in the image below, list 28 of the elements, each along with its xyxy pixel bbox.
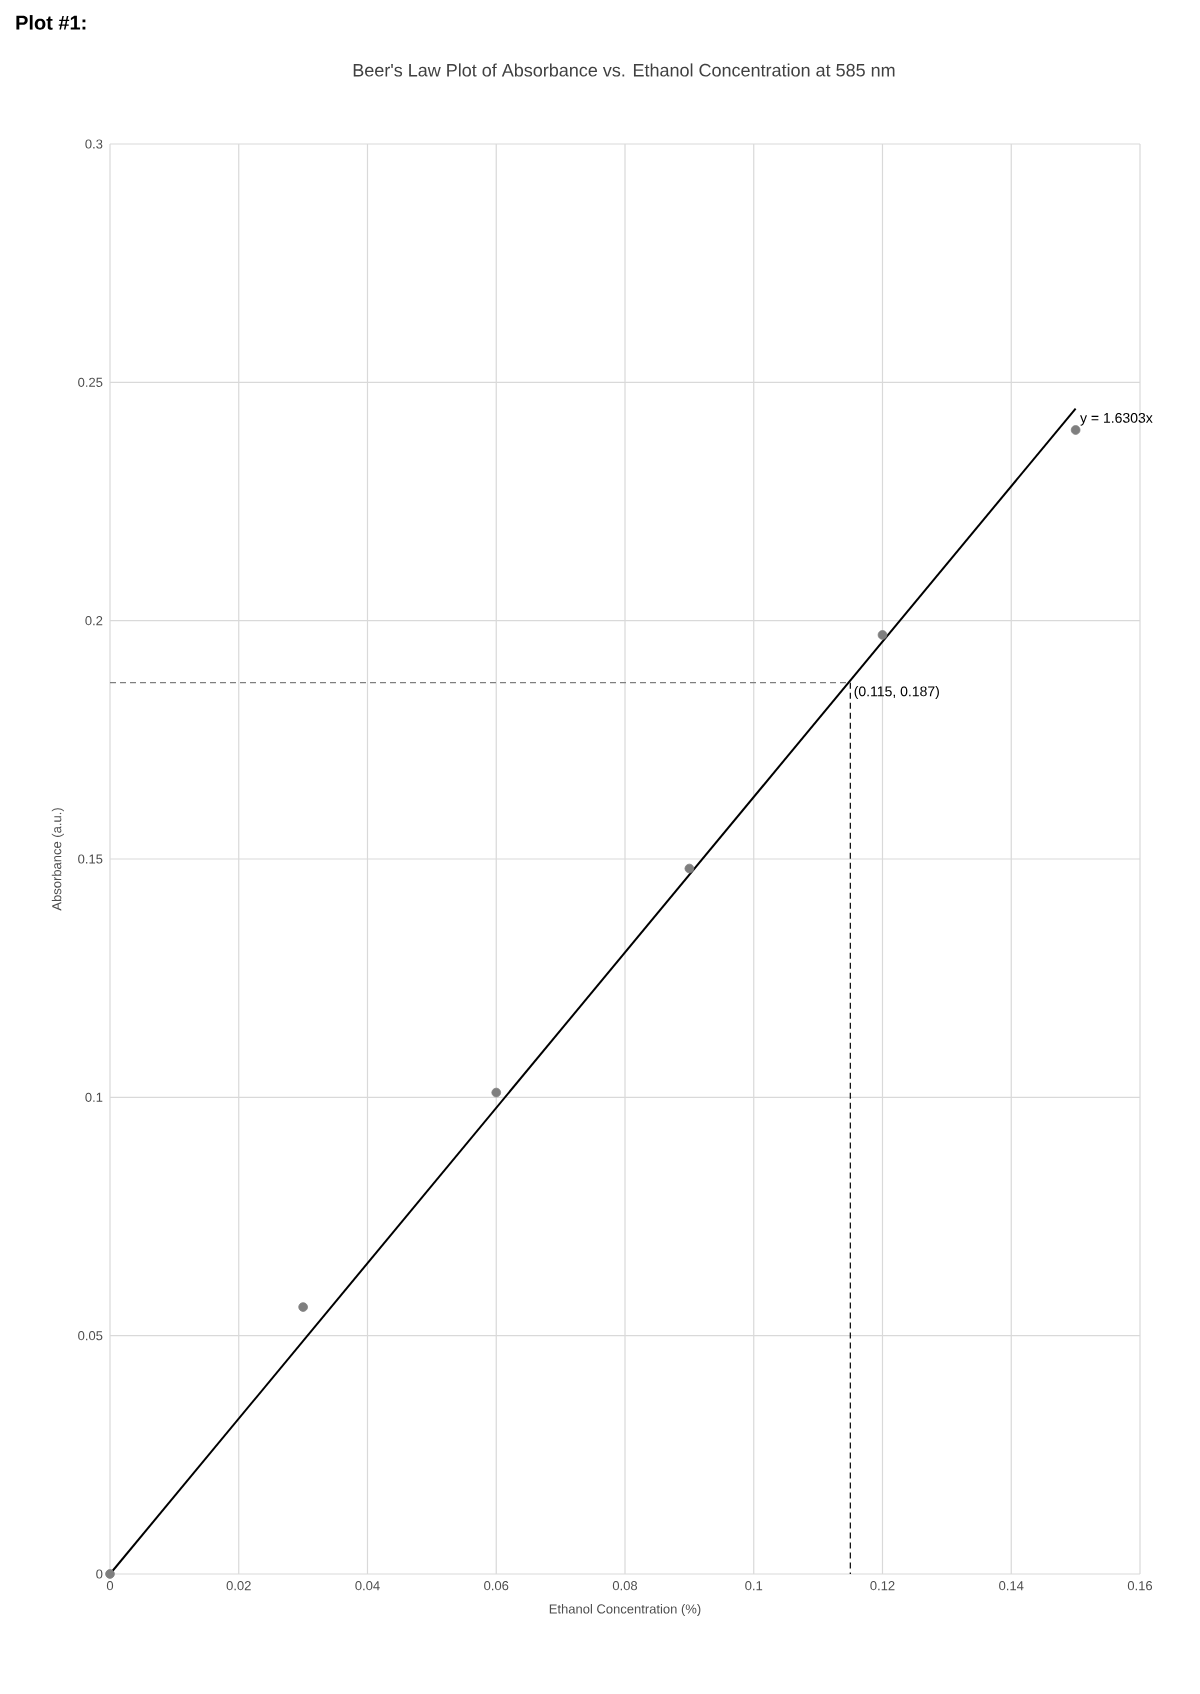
y-tick-label: 0.05 [78, 1331, 103, 1341]
annotation: y = 1.6303x [1080, 412, 1153, 426]
x-tick-label: 0.14 [999, 1581, 1024, 1591]
point [105, 1569, 115, 1579]
x-tick-label: 0.08 [612, 1581, 638, 1591]
point [877, 630, 888, 640]
y-axis-title: Absorbance (a.u.) [51, 808, 64, 911]
x-tick-label: 0 [106, 1581, 114, 1591]
point [1070, 425, 1081, 435]
chart-title: Beer's Law Plot of Absorbance vs. Ethanol Concentration at 585 nm [353, 63, 895, 77]
point [298, 1302, 308, 1312]
y-tick-label: 0.15 [78, 854, 103, 864]
x-axis-title: Ethanol Concentration (%) [549, 1604, 701, 1617]
y-tick-label: 0.3 [85, 139, 103, 149]
annotation: (0.115, 0.187) [854, 686, 939, 700]
x-tick-label: 0.02 [226, 1581, 251, 1591]
x-tick-label: 0.12 [870, 1581, 895, 1591]
point [684, 863, 695, 874]
y-tick-label: 0.1 [85, 1092, 103, 1102]
x-tick-label: 0.1 [745, 1581, 763, 1591]
y-tick-label: 0 [96, 1569, 103, 1579]
x-tick-label: 0.06 [484, 1581, 509, 1591]
y-tick-label: 0.25 [78, 377, 103, 387]
text: Plot #1: [16, 15, 86, 30]
x-tick-label: 0.04 [355, 1581, 380, 1591]
point [491, 1087, 502, 1098]
x-tick-label: 0.16 [1127, 1581, 1153, 1591]
y-tick-label: 0.2 [85, 616, 103, 626]
